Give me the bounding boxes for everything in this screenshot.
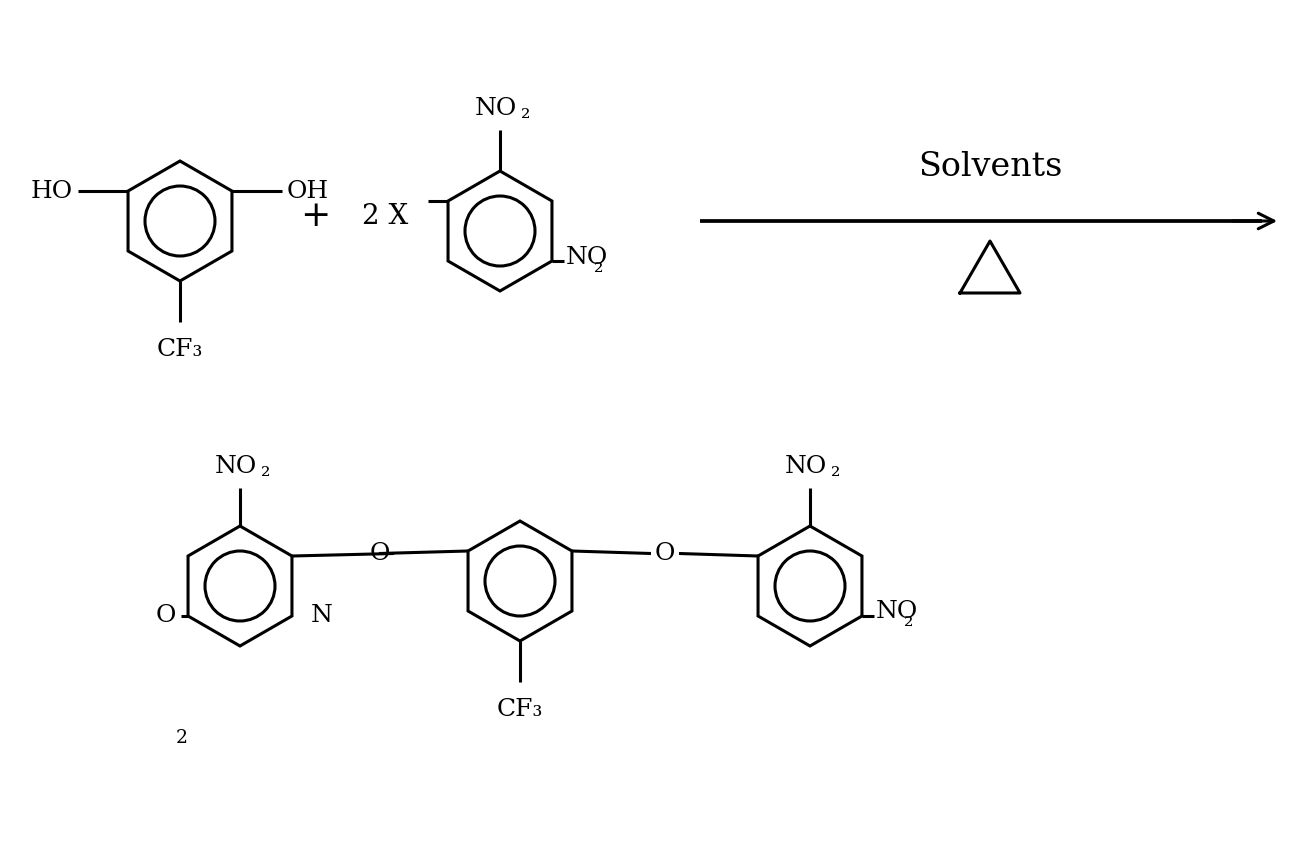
Text: O: O	[370, 542, 390, 565]
Text: O: O	[156, 604, 177, 628]
Text: ₂: ₂	[521, 100, 531, 123]
Text: O: O	[655, 542, 675, 565]
Text: HO: HO	[31, 179, 73, 202]
Text: 2 X: 2 X	[362, 202, 408, 230]
Text: NO: NO	[475, 97, 517, 120]
Text: +: +	[300, 199, 330, 233]
Text: CF₃: CF₃	[497, 698, 543, 721]
Text: ₂: ₂	[594, 253, 603, 276]
Text: ₂: ₂	[831, 458, 841, 481]
Text: NO: NO	[215, 455, 258, 478]
Text: 2: 2	[177, 729, 188, 747]
Text: Solvents: Solvents	[918, 151, 1062, 183]
Text: OH: OH	[286, 179, 330, 202]
Text: NO: NO	[876, 600, 918, 623]
Text: N: N	[311, 604, 334, 628]
Text: CF₃: CF₃	[157, 338, 203, 361]
Text: ₂: ₂	[904, 609, 913, 631]
Text: NO: NO	[785, 455, 827, 478]
Text: ₂: ₂	[262, 458, 271, 481]
Text: NO: NO	[566, 245, 608, 269]
